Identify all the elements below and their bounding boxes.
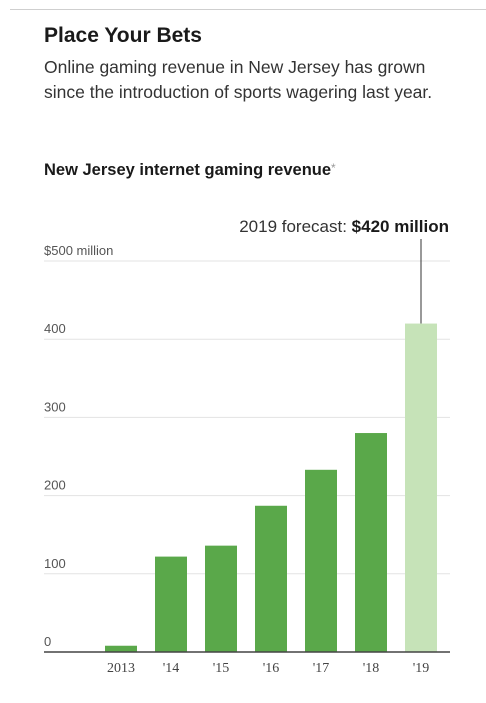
- y-tick-label-500: $500 million: [44, 243, 113, 258]
- chart-title-text: New Jersey internet gaming revenue: [44, 161, 332, 179]
- bar-14: [155, 556, 187, 652]
- bar-19: [405, 323, 437, 652]
- forecast-annotation: 2019 forecast: $420 million: [239, 217, 449, 236]
- forecast-annotation-value: $420 million: [352, 217, 449, 236]
- y-tick-label-100: 100: [44, 556, 66, 571]
- y-tick-label-300: 300: [44, 399, 66, 414]
- y-tick-label-200: 200: [44, 478, 66, 493]
- y-tick-labels: 0 100 200 300 400 $500 million: [44, 243, 113, 649]
- x-tick-label-16: '16: [263, 661, 280, 676]
- chart-title-footnote-mark: *: [331, 161, 336, 175]
- bar-18: [355, 433, 387, 652]
- page-subtitle: Online gaming revenue in New Jersey has …: [44, 57, 433, 102]
- x-tick-label-14: '14: [163, 661, 180, 676]
- bar-15: [205, 545, 237, 652]
- bar-16: [255, 505, 287, 652]
- x-tick-labels: 2013 '14 '15 '16 '17 '18 '19: [107, 661, 429, 676]
- x-tick-label-19: '19: [413, 661, 430, 676]
- y-tick-label-400: 400: [44, 321, 66, 336]
- x-tick-label-17: '17: [313, 661, 330, 676]
- forecast-annotation-prefix: 2019 forecast:: [239, 217, 351, 236]
- y-tick-label-0: 0: [44, 634, 51, 649]
- x-tick-label-2013: 2013: [107, 661, 135, 676]
- grid-layer: [44, 260, 450, 575]
- bar-17: [305, 469, 337, 652]
- page-title: Place Your Bets: [44, 24, 202, 47]
- x-tick-label-18: '18: [363, 661, 380, 676]
- x-tick-label-15: '15: [213, 661, 230, 676]
- chart-title: New Jersey internet gaming revenue*: [44, 161, 336, 180]
- bars: [105, 323, 437, 652]
- top-rule: [10, 9, 486, 10]
- bar-2013: [105, 645, 137, 652]
